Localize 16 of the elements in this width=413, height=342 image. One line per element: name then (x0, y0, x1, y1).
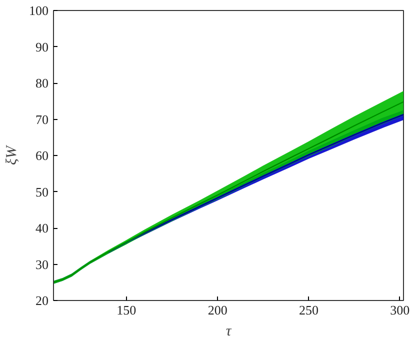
x-tick-label: 250 (298, 302, 318, 318)
y-tick-label: 50 (36, 184, 48, 200)
x-tick-label: 300 (390, 302, 410, 318)
y-axis-title: ξW (4, 144, 20, 165)
y-tick-label: 20 (36, 293, 48, 308)
x-tick-label: 200 (208, 302, 228, 318)
y-tick-label: 100 (29, 3, 48, 18)
line-series (107, 114, 404, 254)
y-tick-label: 40 (36, 220, 48, 236)
y-tick-label: 80 (36, 76, 48, 90)
y-tick-label: 70 (36, 112, 48, 127)
x-axis-title: τ (226, 324, 232, 340)
y-tick-label: 60 (36, 148, 48, 163)
x-tick-label: 150 (116, 302, 136, 318)
y-tick-label: 90 (36, 39, 48, 54)
y-tick-label: 30 (36, 256, 48, 272)
